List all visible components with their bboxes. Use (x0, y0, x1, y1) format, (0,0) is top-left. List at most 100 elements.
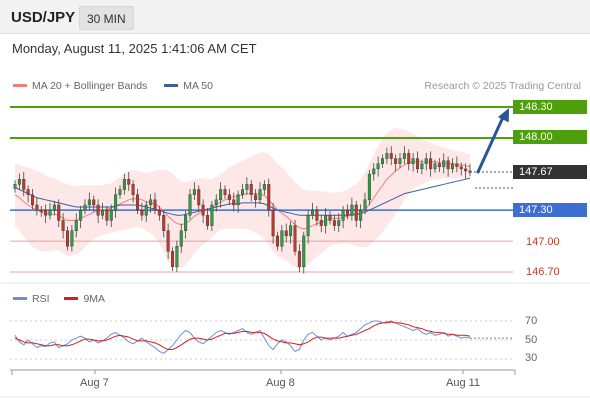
price-legend: MA 20 + Bollinger Bands MA 50 (13, 80, 227, 92)
resistance-level-2-tag: 148.30 (513, 100, 587, 114)
candle-body (70, 230, 74, 247)
ma50-line (14, 177, 471, 216)
target-arrow-head (497, 108, 509, 123)
candle-body (411, 158, 415, 164)
candle-body (424, 158, 428, 164)
candle-body (311, 209, 315, 216)
candle-body (144, 204, 148, 216)
chart-datetime: Monday, August 11, 2025 1:41:06 AM CET (12, 41, 257, 56)
candle-body (210, 204, 214, 226)
candle-body (65, 230, 69, 247)
candle-body (276, 235, 280, 247)
candle-body (459, 166, 463, 170)
candle-body (109, 209, 113, 221)
candle-body (48, 209, 52, 216)
candle-body (166, 230, 170, 252)
candle-body (26, 189, 30, 195)
candle-body (118, 189, 122, 195)
candle-body (214, 199, 218, 206)
rsi-swatch (13, 296, 27, 300)
candle-body (240, 189, 244, 195)
candle-body (416, 158, 420, 170)
candle-body (153, 199, 157, 211)
candle-body (407, 153, 411, 164)
candle-body (376, 163, 380, 170)
candle-body (188, 194, 192, 216)
candle-body (249, 184, 253, 195)
candle-body (446, 160, 450, 170)
candle-body (22, 178, 26, 190)
candle-body (17, 178, 21, 185)
candle-body (227, 194, 231, 201)
candle-body (39, 209, 43, 212)
candle-body (433, 163, 437, 170)
candle-body (135, 194, 139, 211)
candle-body (205, 215, 209, 226)
support-level-2-label: 147.00 (526, 236, 560, 248)
candle-body (100, 209, 104, 216)
candle-body (346, 209, 350, 216)
ma50-swatch (164, 83, 179, 87)
candle-body (289, 225, 293, 237)
timeframe-button[interactable]: 30 MIN (79, 6, 134, 30)
candle-body (455, 163, 459, 168)
candle-body (385, 153, 389, 159)
candle-body (245, 184, 249, 190)
target-arrow-shaft (476, 113, 506, 174)
candle-body (267, 184, 271, 211)
candle-body (140, 209, 144, 216)
candle-body (179, 230, 183, 247)
legend-rsi-ma-label: 9MA (83, 293, 106, 305)
ma20-swatch (13, 83, 27, 87)
legend-rsi-label: RSI (32, 293, 50, 305)
candle-body (175, 246, 179, 268)
candle-body (74, 220, 78, 231)
candle-body (114, 194, 118, 211)
candle-body (262, 184, 266, 190)
candle-body (402, 153, 406, 159)
candle-body (127, 178, 131, 185)
research-credit: Research © 2025 Trading Central (424, 80, 581, 92)
candle-body (201, 204, 205, 216)
candle-body (192, 189, 196, 195)
candle-body (437, 163, 441, 168)
candle-body (332, 220, 336, 226)
legend-ma20-label: MA 20 + Bollinger Bands (32, 80, 148, 92)
support-level-1-tag: 147.30 (513, 203, 587, 217)
rsi-tick-50: 50 (525, 334, 538, 346)
candle-body (223, 189, 227, 195)
legend-ma50-label: MA 50 (183, 80, 213, 92)
rsi-legend: RSI 9MA (13, 293, 117, 305)
candle-body (83, 204, 87, 211)
candle-body (258, 189, 262, 201)
candle-body (44, 209, 48, 216)
candle-body (271, 209, 275, 237)
rsi-line (14, 320, 471, 354)
candle-body (52, 204, 56, 211)
candle-body (280, 230, 284, 247)
candle-body (372, 168, 376, 175)
x-tick-aug-7: Aug 7 (80, 377, 109, 389)
candle-body (359, 209, 363, 221)
candle-body (96, 204, 100, 216)
resistance-level-1-tag: 148.00 (513, 130, 587, 144)
candle-body (442, 160, 446, 168)
candle-body (315, 209, 319, 221)
candle-body (149, 199, 153, 206)
candle-body (13, 184, 17, 189)
last-price-tag: 147.67 (513, 165, 587, 179)
header-bar: USD/JPY 30 MIN (0, 0, 590, 34)
candle-body (35, 204, 39, 211)
legend-rsi-ma: 9MA (64, 293, 105, 305)
candle-body (122, 178, 126, 190)
candle-body (284, 230, 288, 237)
candle-body (197, 189, 201, 206)
candle-body (162, 215, 166, 231)
legend-ma20: MA 20 + Bollinger Bands (13, 80, 147, 92)
rsi-tick-70: 70 (525, 315, 538, 327)
currency-pair-title: USD/JPY (11, 9, 76, 26)
candle-body (219, 189, 223, 201)
candle-body (367, 173, 371, 201)
candle-body (389, 153, 393, 159)
plot-layer (0, 106, 590, 398)
